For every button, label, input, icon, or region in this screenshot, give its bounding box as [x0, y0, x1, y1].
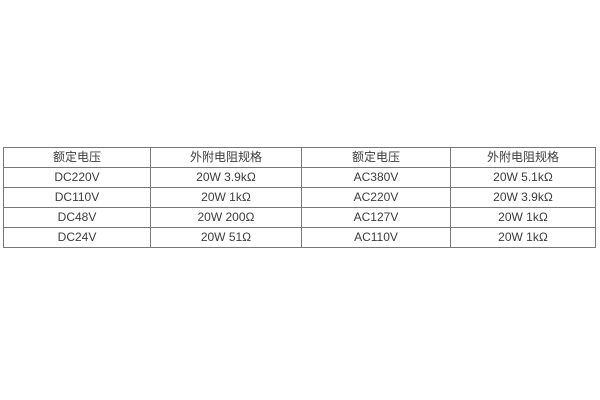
- resistor-spec-cell: 20W 200Ω: [150, 207, 302, 228]
- rated-voltage-cell: AC110V: [301, 227, 451, 248]
- column-header-rated-voltage-dc: 额定电压: [3, 147, 151, 168]
- resistor-spec-cell: 20W 1kΩ: [450, 207, 596, 228]
- column-header-rated-voltage-ac: 额定电压: [301, 147, 451, 168]
- rated-voltage-cell: DC110V: [3, 187, 151, 208]
- resistor-spec-cell: 20W 51Ω: [150, 227, 302, 248]
- table-row: DC110V 20W 1kΩ AC220V 20W 3.9kΩ: [3, 187, 596, 208]
- resistor-spec-cell: 20W 5.1kΩ: [450, 167, 596, 188]
- table-row: DC48V 20W 200Ω AC127V 20W 1kΩ: [3, 207, 596, 228]
- resistor-spec-cell: 20W 3.9kΩ: [450, 187, 596, 208]
- table-row: DC24V 20W 51Ω AC110V 20W 1kΩ: [3, 227, 596, 248]
- resistor-spec-cell: 20W 1kΩ: [150, 187, 302, 208]
- rated-voltage-cell: DC24V: [3, 227, 151, 248]
- rated-voltage-cell: DC220V: [3, 167, 151, 188]
- column-header-resistor-spec-dc: 外附电阻规格: [150, 147, 302, 168]
- rated-voltage-cell: AC380V: [301, 167, 451, 188]
- table-header-row: 额定电压 外附电阻规格 额定电压 外附电阻规格: [3, 147, 596, 168]
- rated-voltage-cell: AC220V: [301, 187, 451, 208]
- resistor-spec-cell: 20W 3.9kΩ: [150, 167, 302, 188]
- table-row: DC220V 20W 3.9kΩ AC380V 20W 5.1kΩ: [3, 167, 596, 188]
- voltage-resistor-spec-table: 额定电压 外附电阻规格 额定电压 外附电阻规格 DC220V 20W 3.9kΩ…: [3, 147, 596, 248]
- resistor-spec-cell: 20W 1kΩ: [450, 227, 596, 248]
- rated-voltage-cell: AC127V: [301, 207, 451, 228]
- column-header-resistor-spec-ac: 外附电阻规格: [450, 147, 596, 168]
- rated-voltage-cell: DC48V: [3, 207, 151, 228]
